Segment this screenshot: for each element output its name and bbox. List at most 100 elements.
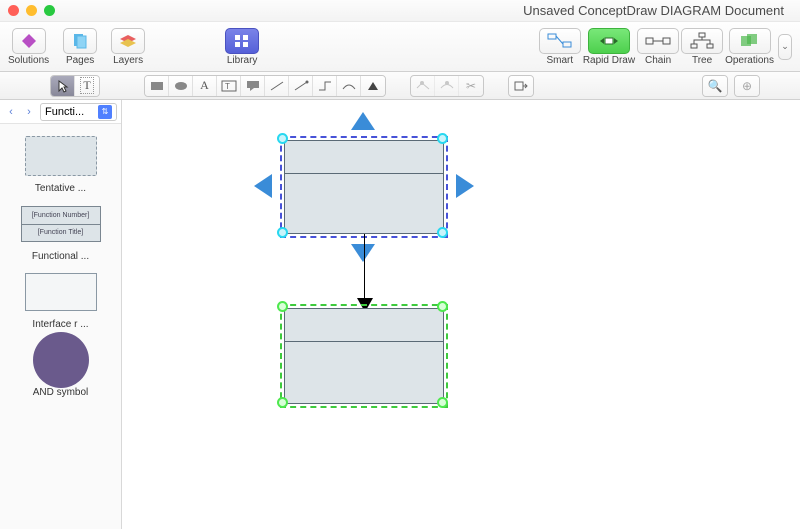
shape-toolbar: T A T ✂ 🔍 ⊕ [0, 72, 800, 100]
svg-text:T: T [225, 82, 230, 91]
interface-thumb-icon [25, 273, 97, 311]
resize-handle[interactable] [277, 397, 288, 408]
maximize-icon[interactable] [44, 5, 55, 16]
tentative-thumb-icon [25, 136, 97, 176]
operations-icon [735, 32, 765, 50]
exit-icon [513, 80, 529, 92]
body: ‹ › Functi... ⇅ Tentative ... [Function … [0, 100, 800, 529]
node2-icon [439, 80, 455, 92]
diag-line-icon [293, 80, 309, 92]
pages-icon [69, 32, 91, 50]
node-icon [415, 80, 431, 92]
connector-icon [317, 80, 333, 92]
library-dropdown[interactable]: Functi... ⇅ [40, 103, 117, 121]
solutions-button[interactable]: Solutions [8, 28, 49, 66]
toolbar-right-group: Smart Rapid Draw Chain Tree Operations ⌄ [539, 28, 792, 66]
pages-button[interactable]: Pages [63, 28, 97, 66]
chain-button[interactable]: Chain [637, 28, 679, 66]
select-tool-cluster: T [50, 75, 100, 97]
ellipse-icon [173, 80, 189, 92]
sidebar-item-and[interactable]: AND symbol [6, 336, 115, 398]
functional-thumb-icon: [Function Number] [Function Title] [21, 206, 101, 242]
resize-handle[interactable] [437, 397, 448, 408]
direction-triangle-up-icon[interactable] [351, 112, 375, 130]
toolbar-left-group: Solutions Pages Layers [8, 28, 145, 66]
main-toolbar: Solutions Pages Layers Library Smart Rap… [0, 22, 800, 72]
callout-tool[interactable] [241, 76, 265, 96]
resize-handle[interactable] [437, 133, 448, 144]
grid-icon [231, 32, 253, 50]
resize-handle[interactable] [437, 227, 448, 238]
zoom-tool[interactable]: ⊕ [735, 76, 759, 96]
chevron-down-icon[interactable]: ⌄ [778, 34, 792, 60]
align-tool[interactable] [509, 76, 533, 96]
polyline-tool[interactable] [337, 76, 361, 96]
dropdown-icon: ⇅ [98, 105, 112, 119]
smart-button[interactable]: Smart [539, 28, 581, 66]
edit-tools: ✂ [410, 75, 484, 97]
edit-node-1[interactable] [411, 76, 435, 96]
connector-line[interactable] [364, 234, 365, 302]
sidebar-items: Tentative ... [Function Number] [Functio… [0, 124, 121, 529]
close-icon[interactable] [8, 5, 19, 16]
toolbar-right-tools: 🔍 ⊕ [702, 75, 760, 97]
edit-node-2[interactable] [435, 76, 459, 96]
misc-tools [508, 75, 534, 97]
pen-icon [365, 80, 381, 92]
resize-handle[interactable] [277, 227, 288, 238]
sidebar-item-interface[interactable]: Interface r ... [6, 268, 115, 330]
layers-button[interactable]: Layers [111, 28, 145, 66]
rect-icon [149, 80, 165, 92]
resize-handle[interactable] [277, 133, 288, 144]
scissors-icon: ✂ [466, 79, 476, 93]
text-tool[interactable]: T [75, 76, 99, 96]
direction-triangle-left-icon[interactable] [254, 174, 272, 198]
titlebar: Unsaved ConceptDraw DIAGRAM Document [0, 0, 800, 22]
pointer-tool[interactable] [51, 76, 75, 96]
cut-tool[interactable]: ✂ [459, 76, 483, 96]
callout-icon [245, 80, 261, 92]
canvas[interactable] [122, 100, 800, 529]
textbox-icon: T [221, 80, 237, 92]
line-icon [269, 80, 285, 92]
smart-icon [545, 32, 575, 50]
text-icon: T [80, 77, 93, 94]
polyline-icon [341, 80, 357, 92]
dropdown-label: Functi... [45, 106, 84, 118]
ellipse-tool[interactable] [169, 76, 193, 96]
textbox-tool[interactable]: T [217, 76, 241, 96]
shape-tools: A T [144, 75, 386, 97]
search-icon: 🔍 [708, 79, 723, 93]
tree-icon [687, 32, 717, 50]
pen-tool[interactable] [361, 76, 385, 96]
sidebar-nav: ‹ › Functi... ⇅ [0, 100, 121, 124]
rapid-draw-button[interactable]: Rapid Draw [583, 28, 635, 66]
pointer-icon [56, 79, 70, 93]
library-button[interactable]: Library [225, 28, 259, 66]
line-tool-1[interactable] [265, 76, 289, 96]
text-shape-tool[interactable]: A [193, 76, 217, 96]
search-tool[interactable]: 🔍 [703, 76, 727, 96]
rapid-draw-icon [594, 32, 624, 50]
window-controls [8, 5, 55, 16]
zoom-icon: ⊕ [742, 79, 752, 93]
rect-tool[interactable] [145, 76, 169, 96]
nav-back-button[interactable]: ‹ [4, 104, 18, 120]
line-tool-2[interactable] [289, 76, 313, 96]
and-thumb-icon [33, 332, 89, 388]
selection-box-2 [280, 304, 448, 408]
operations-button[interactable]: Operations [725, 28, 774, 66]
tree-button[interactable]: Tree [681, 28, 723, 66]
layers-icon [117, 32, 139, 50]
direction-triangle-right-icon[interactable] [456, 174, 474, 198]
resize-handle[interactable] [277, 301, 288, 312]
window-title: Unsaved ConceptDraw DIAGRAM Document [523, 3, 792, 18]
chain-icon [643, 32, 673, 50]
connector-tool[interactable] [313, 76, 337, 96]
resize-handle[interactable] [437, 301, 448, 312]
sidebar-item-functional[interactable]: [Function Number] [Function Title] Funct… [6, 200, 115, 262]
nav-forward-button[interactable]: › [22, 104, 36, 120]
sidebar-item-tentative[interactable]: Tentative ... [6, 132, 115, 194]
sidebar: ‹ › Functi... ⇅ Tentative ... [Function … [0, 100, 122, 529]
minimize-icon[interactable] [26, 5, 37, 16]
